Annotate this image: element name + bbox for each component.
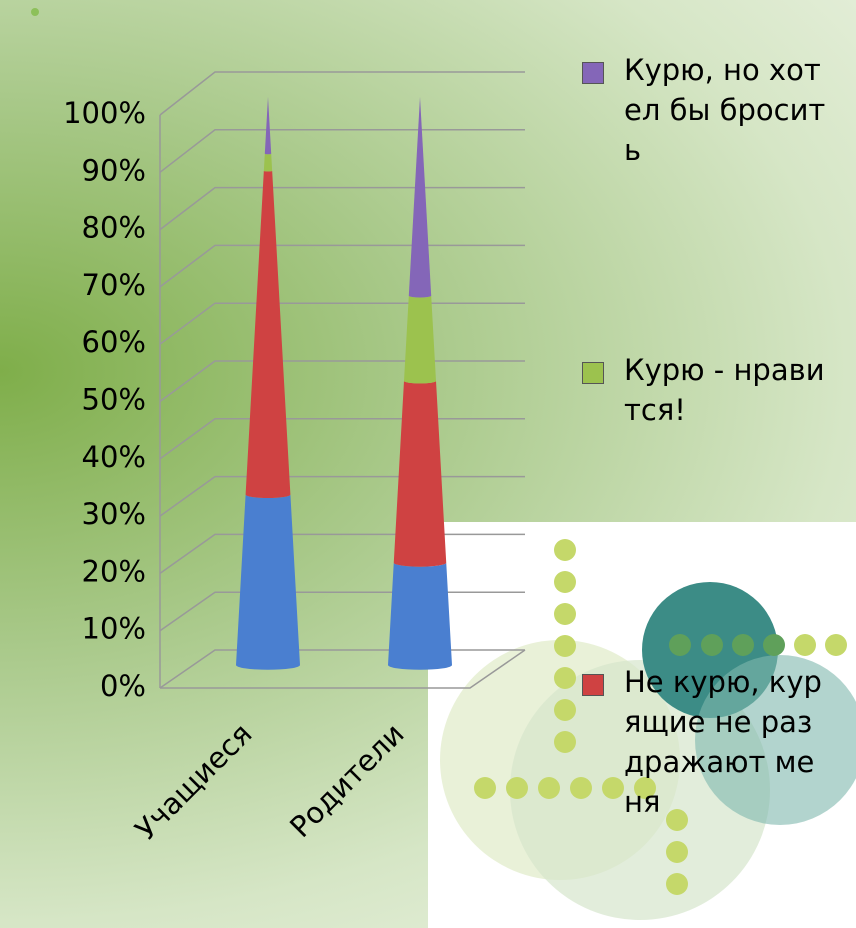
cone-segment <box>408 97 432 298</box>
x-tick-label: Учащиеся <box>129 717 259 847</box>
legend-label: Курю, но хотел бы бросить <box>624 53 826 167</box>
grid-line <box>159 71 525 116</box>
grid-line <box>159 186 525 231</box>
legend-entry: Курю - нравится! <box>582 350 832 430</box>
cone-segment <box>263 153 273 172</box>
grid-line <box>159 244 525 288</box>
y-tick-label: 0% <box>100 669 146 703</box>
grid-line <box>159 418 525 460</box>
cone-segment <box>388 562 452 670</box>
y-tick-label: 20% <box>82 554 146 588</box>
y-tick-label: 40% <box>82 440 146 474</box>
y-tick-label: 90% <box>82 153 146 187</box>
legend-swatch <box>582 362 604 384</box>
y-tick-label: 30% <box>82 497 146 531</box>
cone-segment <box>236 494 300 670</box>
y-tick-label: 100% <box>63 96 146 130</box>
y-tick-label: 50% <box>82 383 146 417</box>
cone-segment <box>264 97 272 155</box>
y-tick-label: 70% <box>82 268 146 302</box>
grid-line <box>159 302 525 345</box>
decoration <box>31 8 856 928</box>
legend-label: Курю - нравится! <box>624 353 825 427</box>
grid-line <box>159 475 525 517</box>
legend-entry: Курю, но хотел бы бросить <box>582 50 832 170</box>
y-tick-label: 60% <box>82 325 146 359</box>
axis-floor <box>160 649 526 689</box>
y-tick-label: 10% <box>82 612 146 646</box>
cone-segment <box>245 170 291 498</box>
cone-segment <box>404 295 436 384</box>
legend-swatch <box>582 62 604 84</box>
legend-label: Не курю, курящие не раздражают меня <box>624 665 822 819</box>
y-tick-label: 80% <box>82 211 146 245</box>
cone-segment <box>393 381 447 567</box>
x-tick-label: Родители <box>283 717 410 844</box>
grid-line <box>159 360 525 403</box>
grid-line <box>159 129 525 173</box>
legend-swatch <box>582 674 604 696</box>
legend-entry: Не курю, курящие не раздражают меня <box>582 662 832 822</box>
